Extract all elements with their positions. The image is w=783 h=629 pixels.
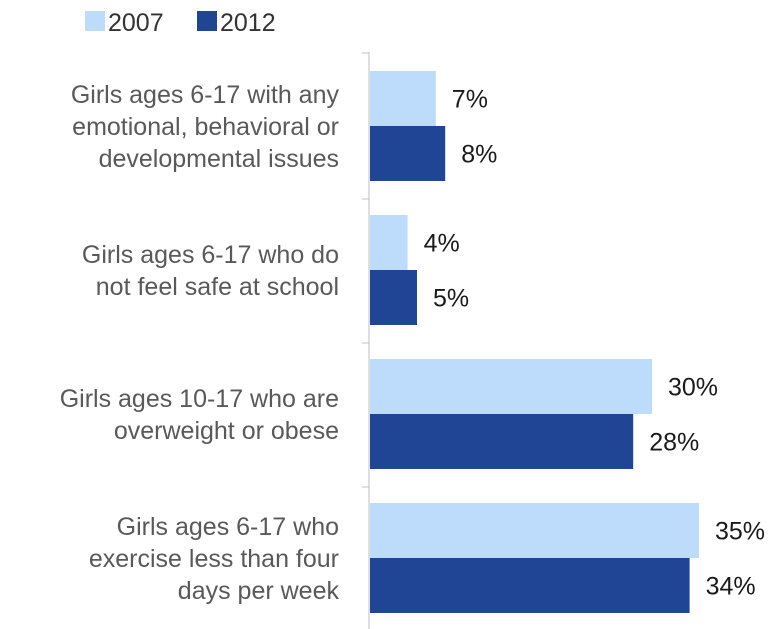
bar-2012 (370, 126, 446, 181)
category-label: Girls ages 10-17 who are overweight or ob… (60, 385, 339, 445)
legend-label-2012: 2012 (220, 9, 276, 37)
bar-2012 (370, 414, 634, 469)
data-label-2007: 30% (668, 374, 718, 402)
bars (370, 71, 699, 613)
category-label: Girls ages 6-17 who exercise less than fo… (89, 513, 340, 605)
bar-2012 (370, 558, 690, 613)
data-label-2007: 7% (452, 86, 488, 114)
bar-2012 (370, 270, 417, 325)
category-label: Girls ages 6-17 with any emotional, behav… (71, 81, 340, 173)
data-label-2007: 35% (715, 518, 765, 546)
data-label-2012: 28% (649, 429, 699, 457)
data-label-2007: 4% (424, 230, 460, 258)
legend: 2007 2012 (85, 9, 276, 37)
bar-2007 (370, 359, 652, 414)
legend-swatch-2012 (197, 11, 217, 31)
labels: Girls ages 6-17 with any emotional, behav… (60, 81, 765, 605)
data-label-2012: 34% (706, 573, 756, 601)
bar-2007 (370, 215, 408, 270)
category-label: Girls ages 6-17 who do not feel safe at s… (82, 241, 339, 301)
legend-label-2007: 2007 (108, 9, 164, 37)
data-label-2012: 5% (433, 285, 469, 313)
bar-2007 (370, 503, 699, 558)
bar-2007 (370, 71, 436, 126)
data-label-2012: 8% (461, 141, 497, 169)
legend-swatch-2007 (85, 11, 105, 31)
category-axis (362, 52, 370, 629)
